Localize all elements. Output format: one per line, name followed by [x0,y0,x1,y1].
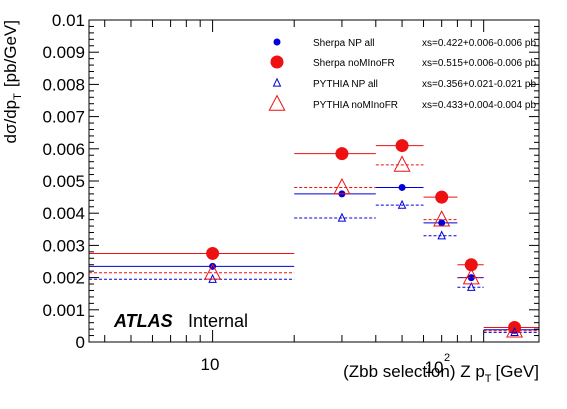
y-tick-label: 0.01 [52,11,85,30]
legend-xs: xs=0.422+0.006-0.006 pb [422,38,536,49]
y-tick-label: 0.007 [42,108,85,127]
marker-triangle [437,230,446,240]
marker-dot [206,246,220,260]
legend-label: Sherpa noMInoFR [313,58,395,69]
y-tick-label: 0 [76,333,85,352]
marker-triangle [337,212,347,222]
atlas-label: ATLAS Internal [113,311,248,331]
marker-dot [435,190,449,204]
svg-text:ATLAS: ATLAS [113,311,173,331]
legend-xs: xs=0.433+0.004-0.004 pb [422,100,536,111]
y-tick-label: 0.001 [42,301,85,320]
y-tick-label: 0.005 [42,172,85,191]
marker-dot [438,219,446,227]
y-tick-label: 0.006 [42,140,85,159]
y-tick-label: 0.008 [42,75,85,94]
marker-triangle [333,177,351,195]
marker-dot [395,139,409,153]
marker-dot [467,274,475,282]
legend-label: PYTHIA noMInoFR [313,100,398,111]
marker-dot [398,183,406,191]
y-tick-label: 0.002 [42,269,85,288]
y-tick-label: 0.004 [42,204,85,223]
legend-label: Sherpa NP all [313,38,375,49]
legend: Sherpa NP all xs=0.422+0.006-0.006 pb Sher… [268,38,536,111]
x-axis-title: (Zbb selection) Z pT [GeV] [343,362,539,385]
marker-triangle [272,77,282,87]
marker-triangle [397,199,407,209]
marker-triangle [462,268,480,285]
x-axis [104,20,485,342]
svg-text:Internal: Internal [188,311,248,331]
marker-dot [270,55,284,69]
series-layer [89,139,539,338]
x-tick-label-10: 10 [201,355,220,374]
legend-xs: xs=0.515+0.006-0.006 pb [422,58,536,69]
svg-text:2: 2 [444,352,450,364]
y-axis-title: dσ/dpT[pb/GeV] [1,20,24,143]
x-tick-label-100: 10 2 [425,352,451,377]
marker-dot [273,38,281,46]
marker-triangle [268,94,286,111]
marker-triangle [510,326,519,336]
marker-dot [335,147,349,161]
marker-triangle [393,155,411,172]
marker-triangle [466,281,476,291]
marker-dot [464,258,478,272]
legend-xs: xs=0.356+0.021-0.021 pb [422,79,536,90]
y-axis: 0 0.001 0.002 0.003 0.004 0.005 0.006 0.007 0.00… [42,11,539,352]
series-4 [89,155,539,338]
y-tick-label: 0.003 [42,236,85,255]
legend-label: PYTHIA NP all [313,79,378,90]
marker-triangle [433,210,451,227]
svg-text:10: 10 [425,358,444,377]
y-tick-label: 0.009 [42,43,85,62]
marker-triangle [204,263,222,280]
marker-triangle [506,321,524,338]
